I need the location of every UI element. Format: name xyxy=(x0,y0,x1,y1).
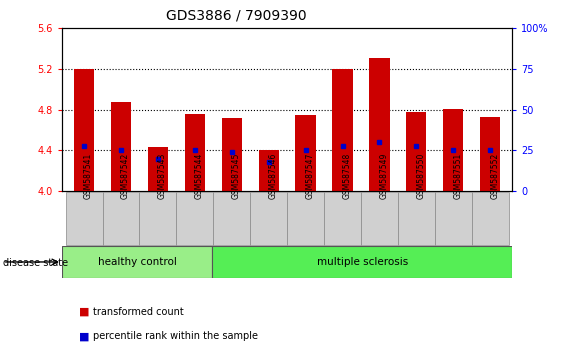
Text: healthy control: healthy control xyxy=(97,257,176,267)
Bar xyxy=(102,192,140,245)
Bar xyxy=(287,192,324,245)
Bar xyxy=(74,69,94,191)
Text: GSM587547: GSM587547 xyxy=(306,153,315,199)
Bar xyxy=(296,115,316,191)
Text: disease state: disease state xyxy=(3,258,68,268)
Text: GSM587549: GSM587549 xyxy=(379,153,388,199)
Text: ■: ■ xyxy=(79,307,90,316)
Bar xyxy=(176,192,213,245)
Text: GSM587551: GSM587551 xyxy=(453,153,462,199)
Bar xyxy=(148,147,168,191)
Bar xyxy=(66,192,102,245)
Text: transformed count: transformed count xyxy=(93,307,184,316)
Text: GSM587544: GSM587544 xyxy=(195,153,204,199)
Bar xyxy=(406,112,427,191)
Text: GSM587546: GSM587546 xyxy=(269,153,278,199)
Bar xyxy=(222,118,242,191)
Text: ■: ■ xyxy=(79,331,90,341)
Bar xyxy=(369,58,390,191)
Bar xyxy=(62,246,212,278)
Bar xyxy=(332,69,352,191)
Text: GSM587541: GSM587541 xyxy=(84,153,93,199)
Bar xyxy=(212,246,512,278)
Bar xyxy=(185,114,205,191)
Bar xyxy=(480,117,501,191)
Text: GSM587552: GSM587552 xyxy=(490,153,499,199)
Bar xyxy=(472,192,508,245)
Bar xyxy=(111,102,131,191)
Text: GSM587548: GSM587548 xyxy=(342,153,351,199)
Bar xyxy=(398,192,435,245)
Bar xyxy=(435,192,472,245)
Text: GSM587542: GSM587542 xyxy=(121,153,130,199)
Text: GDS3886 / 7909390: GDS3886 / 7909390 xyxy=(166,9,307,23)
Bar xyxy=(258,150,279,191)
Bar xyxy=(361,192,398,245)
Bar xyxy=(250,192,287,245)
Bar xyxy=(213,192,250,245)
Text: percentile rank within the sample: percentile rank within the sample xyxy=(93,331,258,341)
Text: GSM587543: GSM587543 xyxy=(158,153,167,199)
Text: GSM587545: GSM587545 xyxy=(232,153,241,199)
Text: multiple sclerosis: multiple sclerosis xyxy=(316,257,408,267)
Bar xyxy=(443,109,463,191)
Text: GSM587550: GSM587550 xyxy=(417,153,425,199)
Bar xyxy=(324,192,361,245)
Bar xyxy=(140,192,176,245)
